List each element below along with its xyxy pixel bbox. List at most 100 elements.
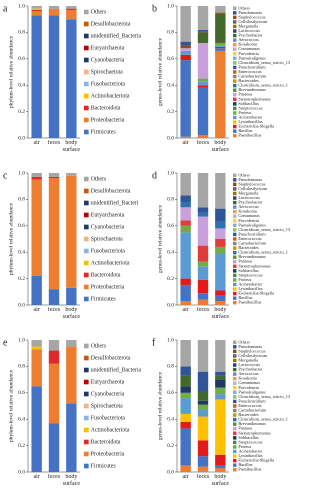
legend-label: Euryarchaeota bbox=[91, 379, 125, 385]
legend-swatch bbox=[233, 97, 237, 102]
bar-segment bbox=[197, 456, 209, 467]
legend-swatch bbox=[233, 300, 237, 305]
y-tick-label: 1.0 bbox=[167, 337, 174, 343]
bar-segment bbox=[180, 386, 191, 393]
legend-swatch bbox=[233, 65, 237, 70]
legend-label: Streptococcus bbox=[238, 439, 263, 444]
y-tick-label: 0.6 bbox=[18, 390, 25, 396]
bar-segment bbox=[180, 366, 191, 376]
legend-swatch bbox=[233, 178, 237, 182]
bar-segment bbox=[31, 11, 42, 16]
legend-label: Bacillus bbox=[238, 295, 252, 300]
bar-segment bbox=[197, 466, 209, 472]
bar-segment bbox=[197, 42, 209, 79]
bar-segment bbox=[180, 195, 191, 203]
x-tick-label-box: feces bbox=[48, 474, 60, 480]
bar-segment bbox=[31, 346, 42, 350]
legend-swatch bbox=[233, 102, 237, 106]
bar-segment bbox=[215, 228, 226, 239]
bar-segment bbox=[48, 423, 60, 472]
bar-segment bbox=[180, 428, 191, 466]
bar-segment bbox=[48, 176, 60, 179]
bar-segment bbox=[215, 46, 226, 49]
legend-swatch bbox=[84, 93, 89, 99]
x-tick-label-box: body surface bbox=[63, 307, 80, 320]
legend-swatch bbox=[233, 106, 237, 111]
legend-swatch bbox=[233, 287, 237, 291]
legend-swatch bbox=[84, 296, 89, 302]
legend-swatch bbox=[84, 33, 89, 39]
bar-segment bbox=[215, 454, 226, 466]
x-tick-label: feces bbox=[196, 474, 210, 480]
bar-segment bbox=[215, 246, 226, 254]
bar-segment bbox=[180, 207, 191, 221]
legend-label: Clostridium_sensu_stricto_1 bbox=[238, 83, 288, 88]
bar-segment bbox=[197, 87, 209, 136]
bar-segment bbox=[215, 48, 226, 51]
legend-swatch bbox=[233, 111, 237, 115]
bar-segment bbox=[48, 350, 60, 364]
bar-segment bbox=[180, 398, 191, 414]
legend-swatch bbox=[84, 105, 89, 111]
bar-segment bbox=[31, 173, 42, 177]
bar-segment bbox=[215, 375, 226, 380]
bar-segment bbox=[31, 386, 42, 472]
x-tick-label: feces bbox=[196, 140, 210, 146]
legend-swatch bbox=[233, 93, 237, 97]
legend-label: Cellulosilyticum bbox=[238, 186, 267, 191]
y-tick-label: 0.0 bbox=[18, 469, 25, 475]
legend-swatch bbox=[233, 200, 237, 205]
bar-segment bbox=[31, 9, 42, 12]
y-axis-label: genus-level relative abundance bbox=[157, 371, 163, 440]
legend-label: Paraclostridium bbox=[238, 231, 266, 236]
x-tick-label: body surface bbox=[211, 140, 229, 153]
legend-swatch bbox=[84, 248, 89, 254]
legend-swatch bbox=[84, 391, 89, 397]
bar-segment bbox=[48, 289, 60, 305]
bar-segment bbox=[197, 340, 209, 372]
y-tick-label: 0.0 bbox=[167, 135, 174, 141]
bar-segment bbox=[180, 278, 191, 286]
y-tick-label: 0.2 bbox=[167, 109, 174, 115]
legend-label: Fusobacteriota bbox=[91, 248, 126, 254]
legend-swatch bbox=[233, 79, 237, 83]
y-tick-label: 1.0 bbox=[167, 170, 174, 176]
y-axis-label: phylum-level relative abundance bbox=[8, 35, 14, 108]
legend-swatch bbox=[84, 117, 89, 123]
legend-swatch bbox=[233, 354, 237, 358]
legend-swatch bbox=[233, 404, 237, 408]
bar-segment bbox=[31, 176, 42, 180]
x-tick-label-box: air bbox=[183, 140, 189, 146]
legend-label: Carnobacterium bbox=[238, 241, 266, 246]
legend-label: Comamonas bbox=[238, 213, 260, 218]
legend-swatch bbox=[233, 56, 237, 61]
bar-segment bbox=[197, 85, 209, 88]
bar-segment bbox=[180, 45, 191, 49]
legend-label: Providencia bbox=[238, 218, 259, 223]
figure: a phylum-level relative abundance 0.0 0.2 0.… bbox=[3, 3, 290, 486]
bar-segment bbox=[197, 409, 209, 417]
legend-swatch bbox=[233, 29, 237, 33]
x-tick-label-box: feces bbox=[48, 307, 60, 313]
legend-swatch bbox=[233, 173, 237, 178]
legend-swatch bbox=[233, 445, 237, 449]
legend-label: Cyanobacteria bbox=[91, 391, 125, 397]
legend-swatch bbox=[233, 427, 237, 431]
legend-swatch bbox=[233, 38, 237, 42]
panel-label: b bbox=[152, 3, 157, 14]
legend-swatch bbox=[84, 427, 89, 433]
legend-swatch bbox=[233, 83, 237, 88]
panel-label: d bbox=[152, 170, 157, 181]
legend-swatch bbox=[233, 246, 237, 250]
y-tick-label: 0.8 bbox=[167, 364, 174, 370]
legend-label: Cyanobacteria bbox=[91, 57, 125, 63]
y-tick-label: 0.0 bbox=[167, 302, 174, 308]
legend-swatch bbox=[233, 209, 237, 214]
y-tick-label: 0.2 bbox=[18, 109, 25, 115]
legend-label: Paenibacillus bbox=[238, 467, 261, 472]
y-tick-label: 0.8 bbox=[18, 30, 25, 36]
legend-swatch bbox=[233, 340, 237, 345]
legend-label: Bacteroidota bbox=[91, 439, 121, 445]
bar-segment bbox=[66, 8, 77, 10]
bar-segment bbox=[215, 379, 226, 388]
